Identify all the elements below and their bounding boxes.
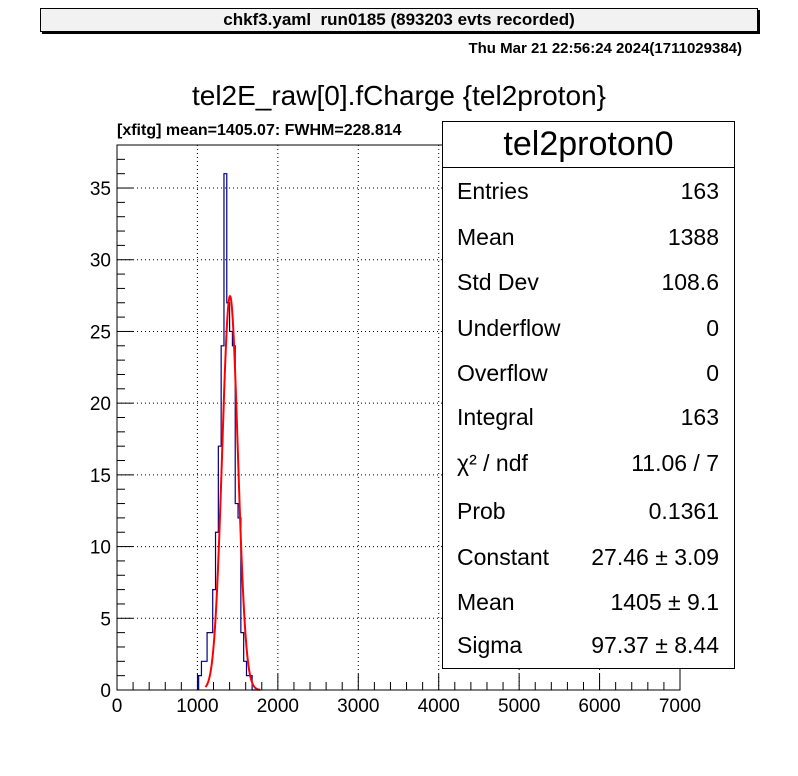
stats-label: Constant — [457, 543, 550, 570]
stats-label: Entries — [457, 177, 529, 204]
stats-value: 1388 — [667, 223, 719, 250]
y-axis-ticks: 0 5 10 15 20 25 30 35 — [90, 144, 133, 702]
stats-box-title: tel2proton0 — [443, 122, 734, 168]
stats-row-overflow: Overflow 0 — [443, 350, 734, 396]
stats-value: 1405 ± 9.1 — [610, 588, 719, 615]
x-tick-label: 2000 — [257, 696, 299, 717]
stats-value: 27.46 ± 3.09 — [591, 543, 719, 570]
histogram-bars — [198, 173, 261, 691]
y-tick-label: 25 — [90, 322, 111, 343]
y-tick-label: 10 — [90, 538, 111, 559]
stats-row-underflow: Underflow 0 — [443, 305, 734, 351]
x-tick-label: 3000 — [337, 696, 379, 717]
stats-value: 163 — [680, 177, 719, 204]
x-tick-label: 1000 — [176, 696, 218, 717]
fit-curve — [204, 294, 261, 691]
stats-label: χ² / ndf — [457, 449, 528, 476]
stats-label: Mean — [457, 588, 515, 615]
y-tick-label: 30 — [90, 251, 111, 272]
stats-row-entries: Entries 163 — [443, 168, 734, 214]
stats-value: 0.1361 — [648, 497, 719, 524]
x-tick-label: 6000 — [578, 696, 620, 717]
x-tick-label: 0 — [112, 696, 123, 717]
stats-value: 0 — [706, 359, 719, 386]
y-tick-label: 35 — [90, 179, 111, 200]
canvas-title-banner: chkf3.yaml run0185 (893203 evts recorded… — [40, 8, 758, 32]
stats-row-std-dev: Std Dev 108.6 — [443, 259, 734, 305]
stats-label: Overflow — [457, 359, 548, 386]
y-tick-label: 5 — [100, 609, 111, 630]
histogram-outline — [198, 173, 261, 691]
stats-row-chi2-ndf: χ² / ndf 11.06 / 7 — [443, 440, 734, 486]
x-tick-label: 4000 — [418, 696, 460, 717]
stats-value: 0 — [706, 314, 719, 341]
x-tick-label: 5000 — [498, 696, 540, 717]
y-tick-label: 0 — [100, 681, 111, 702]
stats-row-sigma: Sigma 97.37 ± 8.44 — [443, 622, 734, 668]
stats-row-constant: Constant 27.46 ± 3.09 — [443, 534, 734, 580]
gaussian-fit-curve — [204, 294, 261, 691]
stats-value: 97.37 ± 8.44 — [591, 631, 719, 658]
stats-label: Integral — [457, 403, 534, 430]
stats-label: Mean — [457, 223, 515, 250]
histogram-title: tel2E_raw[0].fCharge {tel2proton} — [191, 80, 607, 111]
stats-label: Underflow — [457, 314, 561, 341]
stats-row-prob: Prob 0.1361 — [443, 488, 734, 534]
stats-row-fit-mean: Mean 1405 ± 9.1 — [443, 579, 734, 625]
stats-row-mean: Mean 1388 — [443, 214, 734, 260]
stats-value: 163 — [680, 403, 719, 430]
stats-value: 11.06 / 7 — [631, 449, 719, 476]
stats-label: Std Dev — [457, 268, 539, 295]
stats-row-integral: Integral 163 — [443, 394, 734, 440]
y-tick-label: 15 — [90, 466, 111, 487]
x-tick-label: 7000 — [659, 696, 701, 717]
y-tick-label: 20 — [90, 394, 111, 415]
stats-label: Prob — [457, 497, 506, 524]
stats-value: 108.6 — [661, 268, 719, 295]
timestamp-label: Thu Mar 21 22:56:24 2024(1711029384) — [468, 40, 742, 57]
fit-info-label: [xfitg] mean=1405.07: FWHM=228.814 — [117, 122, 402, 139]
x-axis-ticks: 0 1000 2000 3000 4000 5000 6000 7000 — [112, 674, 701, 717]
stats-label: Sigma — [457, 631, 523, 658]
stats-box[interactable]: tel2proton0 Entries 163 Mean 1388 Std Dev 1… — [442, 121, 735, 669]
